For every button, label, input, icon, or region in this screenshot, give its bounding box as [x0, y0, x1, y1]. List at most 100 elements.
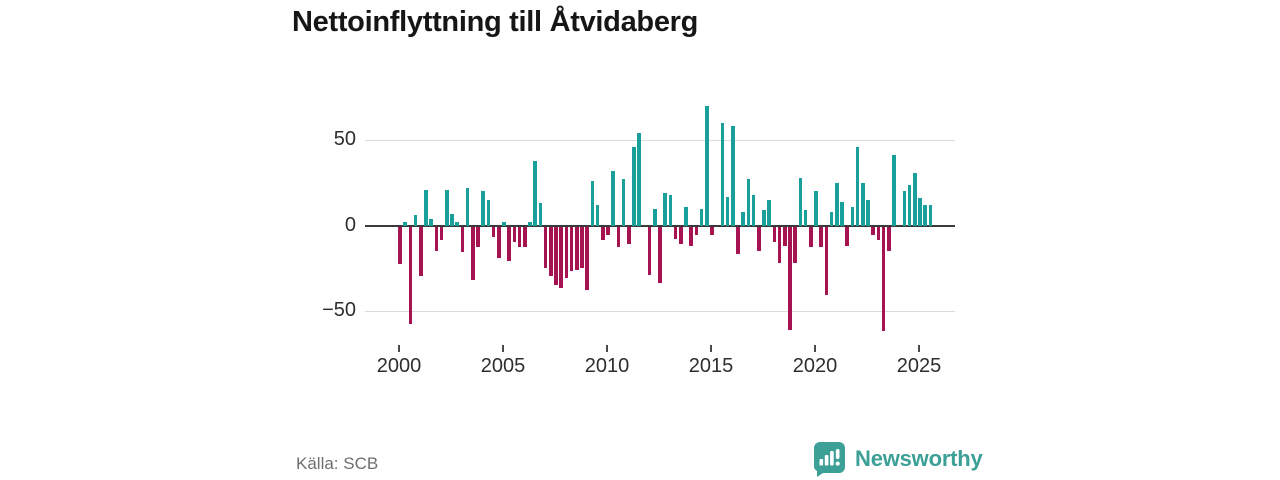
- bar-2013-q3: [678, 226, 683, 244]
- x-axis-tick-2020: [814, 345, 816, 352]
- bar-2012-q3: [658, 226, 662, 284]
- bar-2002-q2: [444, 189, 449, 226]
- newsworthy-speech-bubble-icon: [814, 442, 845, 477]
- x-axis-label-2025: 2025: [896, 355, 942, 377]
- bar-2005-q1: [502, 222, 506, 226]
- bar-2024-q2: [902, 191, 907, 226]
- bar-2014-q3: [699, 208, 704, 226]
- plot-area: [365, 100, 957, 355]
- x-axis-label-2020: 2020: [792, 355, 838, 377]
- bar-2004-q2: [486, 199, 491, 226]
- bar-2008-q2: [569, 226, 574, 272]
- bar-2023-q1: [876, 226, 881, 241]
- x-axis-tick-2000: [398, 345, 400, 352]
- bar-2010-q2: [611, 170, 616, 226]
- newsworthy-wordmark: Newsworthy: [855, 446, 983, 471]
- bar-2020-q3: [824, 226, 829, 296]
- bar-2016-q3: [741, 211, 746, 226]
- y-axis-label-50: 50: [333, 128, 356, 150]
- bar-2014-q4: [704, 105, 709, 226]
- bar-2013-q2: [673, 226, 678, 239]
- bar-2025-q2: [923, 205, 928, 226]
- y-axis-label-0: 0: [344, 213, 356, 236]
- bar-2002-q1: [439, 226, 444, 241]
- bar-2021-q3: [845, 226, 850, 246]
- bar-2021-q4: [850, 206, 855, 226]
- bar-2008-q1: [564, 226, 569, 279]
- x-axis-tick-2025: [918, 345, 920, 352]
- bar-2014-q1: [689, 226, 694, 246]
- bar-2024-q4: [912, 172, 917, 226]
- bar-2000-q3: [408, 226, 413, 325]
- bar-2023-q4: [892, 155, 896, 226]
- bar-2009-q3: [595, 205, 600, 226]
- x-axis-tick-2010: [606, 345, 608, 352]
- x-axis-tick-2005: [502, 345, 504, 352]
- bar-2023-q3: [886, 226, 891, 251]
- bar-2007-q1: [543, 226, 548, 268]
- bar-2019-q2: [798, 177, 803, 226]
- bar-2017-q1: [751, 194, 756, 226]
- bar-2021-q2: [840, 201, 844, 226]
- bar-2011-q3: [637, 133, 642, 226]
- bar-2022-q2: [860, 182, 865, 226]
- bar-2013-q1: [668, 194, 673, 226]
- bar-2001-q4: [434, 226, 439, 251]
- bar-2014-q2: [694, 226, 699, 236]
- bar-2010-q3: [616, 226, 621, 248]
- bar-2021-q1: [834, 182, 839, 226]
- bar-2012-q4: [663, 193, 668, 226]
- newsworthy-logo: Newsworthy: [813, 441, 983, 477]
- bar-2016-q1: [730, 126, 735, 226]
- bar-2018-q2: [777, 226, 782, 263]
- bar-2015-q3: [720, 122, 725, 226]
- bar-2008-q4: [580, 226, 584, 268]
- bar-2016-q4: [746, 179, 751, 226]
- bar-2007-q4: [559, 226, 564, 289]
- bar-2023-q2: [881, 226, 886, 332]
- bar-2017-q3: [762, 210, 766, 226]
- bar-2025-q1: [918, 198, 922, 226]
- bar-2015-q4: [725, 196, 730, 226]
- source-note: Källa: SCB: [296, 454, 379, 473]
- bar-2001-q2: [424, 189, 428, 226]
- y-axis-label-−50: −50: [322, 299, 356, 322]
- bar-2000-q2: [403, 222, 408, 226]
- bar-2017-q4: [767, 199, 772, 226]
- bar-2007-q3: [554, 226, 558, 285]
- bar-2019-q3: [803, 210, 808, 226]
- zero-axis-line: [365, 224, 955, 227]
- bar-2002-q3: [450, 213, 454, 226]
- bar-2020-q1: [814, 191, 818, 226]
- x-axis-label-2010: 2010: [584, 355, 630, 377]
- bar-2007-q2: [548, 226, 553, 277]
- bar-2025-q3: [928, 205, 933, 226]
- bar-2022-q3: [866, 199, 870, 226]
- bar-2006-q4: [538, 203, 543, 226]
- bar-2003-q3: [470, 226, 475, 280]
- bar-2015-q1: [710, 226, 714, 236]
- bar-2000-q4: [413, 215, 418, 226]
- bar-2005-q3: [512, 226, 517, 243]
- x-axis-label-2005: 2005: [480, 355, 526, 377]
- bar-2016-q2: [736, 226, 740, 255]
- bar-2018-q3: [782, 226, 787, 246]
- bar-2006-q3: [533, 160, 538, 226]
- bar-2004-q4: [496, 226, 501, 258]
- x-axis-label-2015: 2015: [688, 355, 734, 377]
- bar-2024-q3: [907, 184, 912, 226]
- bar-2011-q2: [632, 146, 636, 226]
- bar-2002-q4: [455, 222, 460, 226]
- x-axis-tick-2015: [710, 345, 712, 352]
- bar-2003-q1: [460, 226, 465, 253]
- bar-2008-q3: [574, 226, 579, 270]
- bar-2001-q1: [418, 226, 423, 277]
- gridline-50: [365, 140, 955, 141]
- bar-2009-q4: [600, 226, 605, 241]
- bar-2022-q1: [855, 146, 860, 226]
- bar-2019-q1: [793, 226, 798, 263]
- chart-title: Nettoinflyttning till Åtvidaberg: [292, 6, 699, 38]
- bar-2006-q1: [522, 226, 527, 248]
- bar-2010-q1: [606, 226, 610, 236]
